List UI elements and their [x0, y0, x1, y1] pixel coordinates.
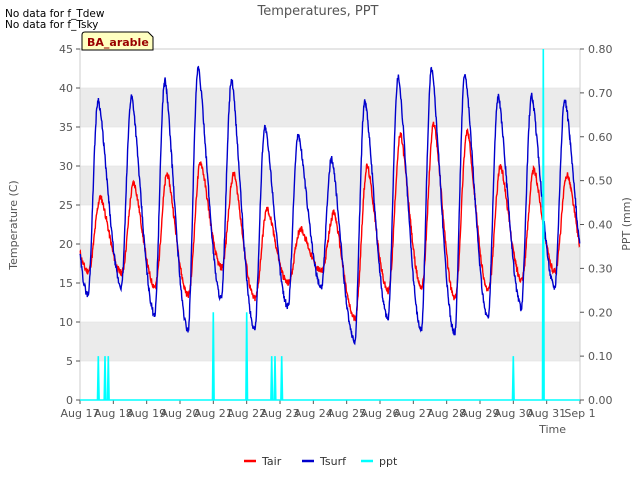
x-tick-label: Aug 28 — [427, 407, 466, 420]
x-tick-label: Aug 20 — [161, 407, 200, 420]
right-tick-label: 0.50 — [588, 175, 613, 188]
left-tick-label: 25 — [59, 199, 73, 212]
series-line-tsurf — [79, 65, 581, 346]
left-tick-label: 40 — [59, 82, 73, 95]
x-tick-label: Sep 1 — [564, 407, 595, 420]
x-tick-label: Aug 25 — [327, 407, 366, 420]
grid-band — [80, 244, 580, 283]
left-tick-label: 20 — [59, 238, 73, 251]
left-tick-label: 10 — [59, 316, 73, 329]
x-tick-label: Aug 22 — [227, 407, 266, 420]
right-tick-label: 0.00 — [588, 394, 613, 407]
legend: Tair Tsurf ppt — [244, 455, 398, 468]
legend-label-ppt: ppt — [379, 455, 398, 468]
right-axis-label: PPT (mm) — [620, 197, 633, 251]
left-tick-label: 0 — [66, 394, 73, 407]
x-tick-label: Aug 31 — [527, 407, 566, 420]
series-line-ppt — [80, 48, 580, 401]
left-tick-label: 45 — [59, 43, 73, 56]
right-tick-label: 0.70 — [588, 87, 613, 100]
left-tick-label: 5 — [66, 355, 73, 368]
badge: BA_arable — [81, 31, 154, 51]
left-axis-label: Temperature (C) — [7, 180, 20, 270]
x-tick-label: Aug 17 — [61, 407, 100, 420]
no-data-note-tdew: No data for f_Tdew — [5, 8, 105, 20]
legend-label-tsurf: Tsurf — [319, 455, 347, 468]
left-tick-label: 35 — [59, 121, 73, 134]
x-tick-label: Aug 21 — [194, 407, 233, 420]
right-tick-label: 0.30 — [588, 262, 613, 275]
x-tick-label: Aug 18 — [94, 407, 133, 420]
badge-label: BA_arable — [87, 36, 149, 49]
x-tick-label: Aug 24 — [294, 407, 333, 420]
x-tick-label: Aug 23 — [261, 407, 300, 420]
grid-band — [80, 88, 580, 127]
x-tick-label: Aug 29 — [461, 407, 500, 420]
chart-title: Temperatures, PPT — [256, 4, 378, 19]
left-tick-label: 30 — [59, 160, 73, 173]
series-line-tair — [79, 121, 581, 322]
x-tick-label: Aug 27 — [394, 407, 433, 420]
right-tick-label: 0.10 — [588, 350, 613, 363]
left-tick-label: 15 — [59, 277, 73, 290]
x-tick-label: Aug 19 — [127, 407, 166, 420]
x-tick-label: Aug 30 — [494, 407, 533, 420]
legend-label-tair: Tair — [261, 455, 282, 468]
x-tick-label: Aug 26 — [361, 407, 400, 420]
right-tick-label: 0.60 — [588, 131, 613, 144]
right-tick-label: 0.80 — [588, 43, 613, 56]
grid-band — [80, 322, 580, 361]
right-tick-label: 0.40 — [588, 219, 613, 232]
right-tick-label: 0.20 — [588, 306, 613, 319]
x-axis-label: Time — [538, 423, 566, 436]
no-data-note-tsky: No data for f_Tsky — [5, 19, 99, 31]
